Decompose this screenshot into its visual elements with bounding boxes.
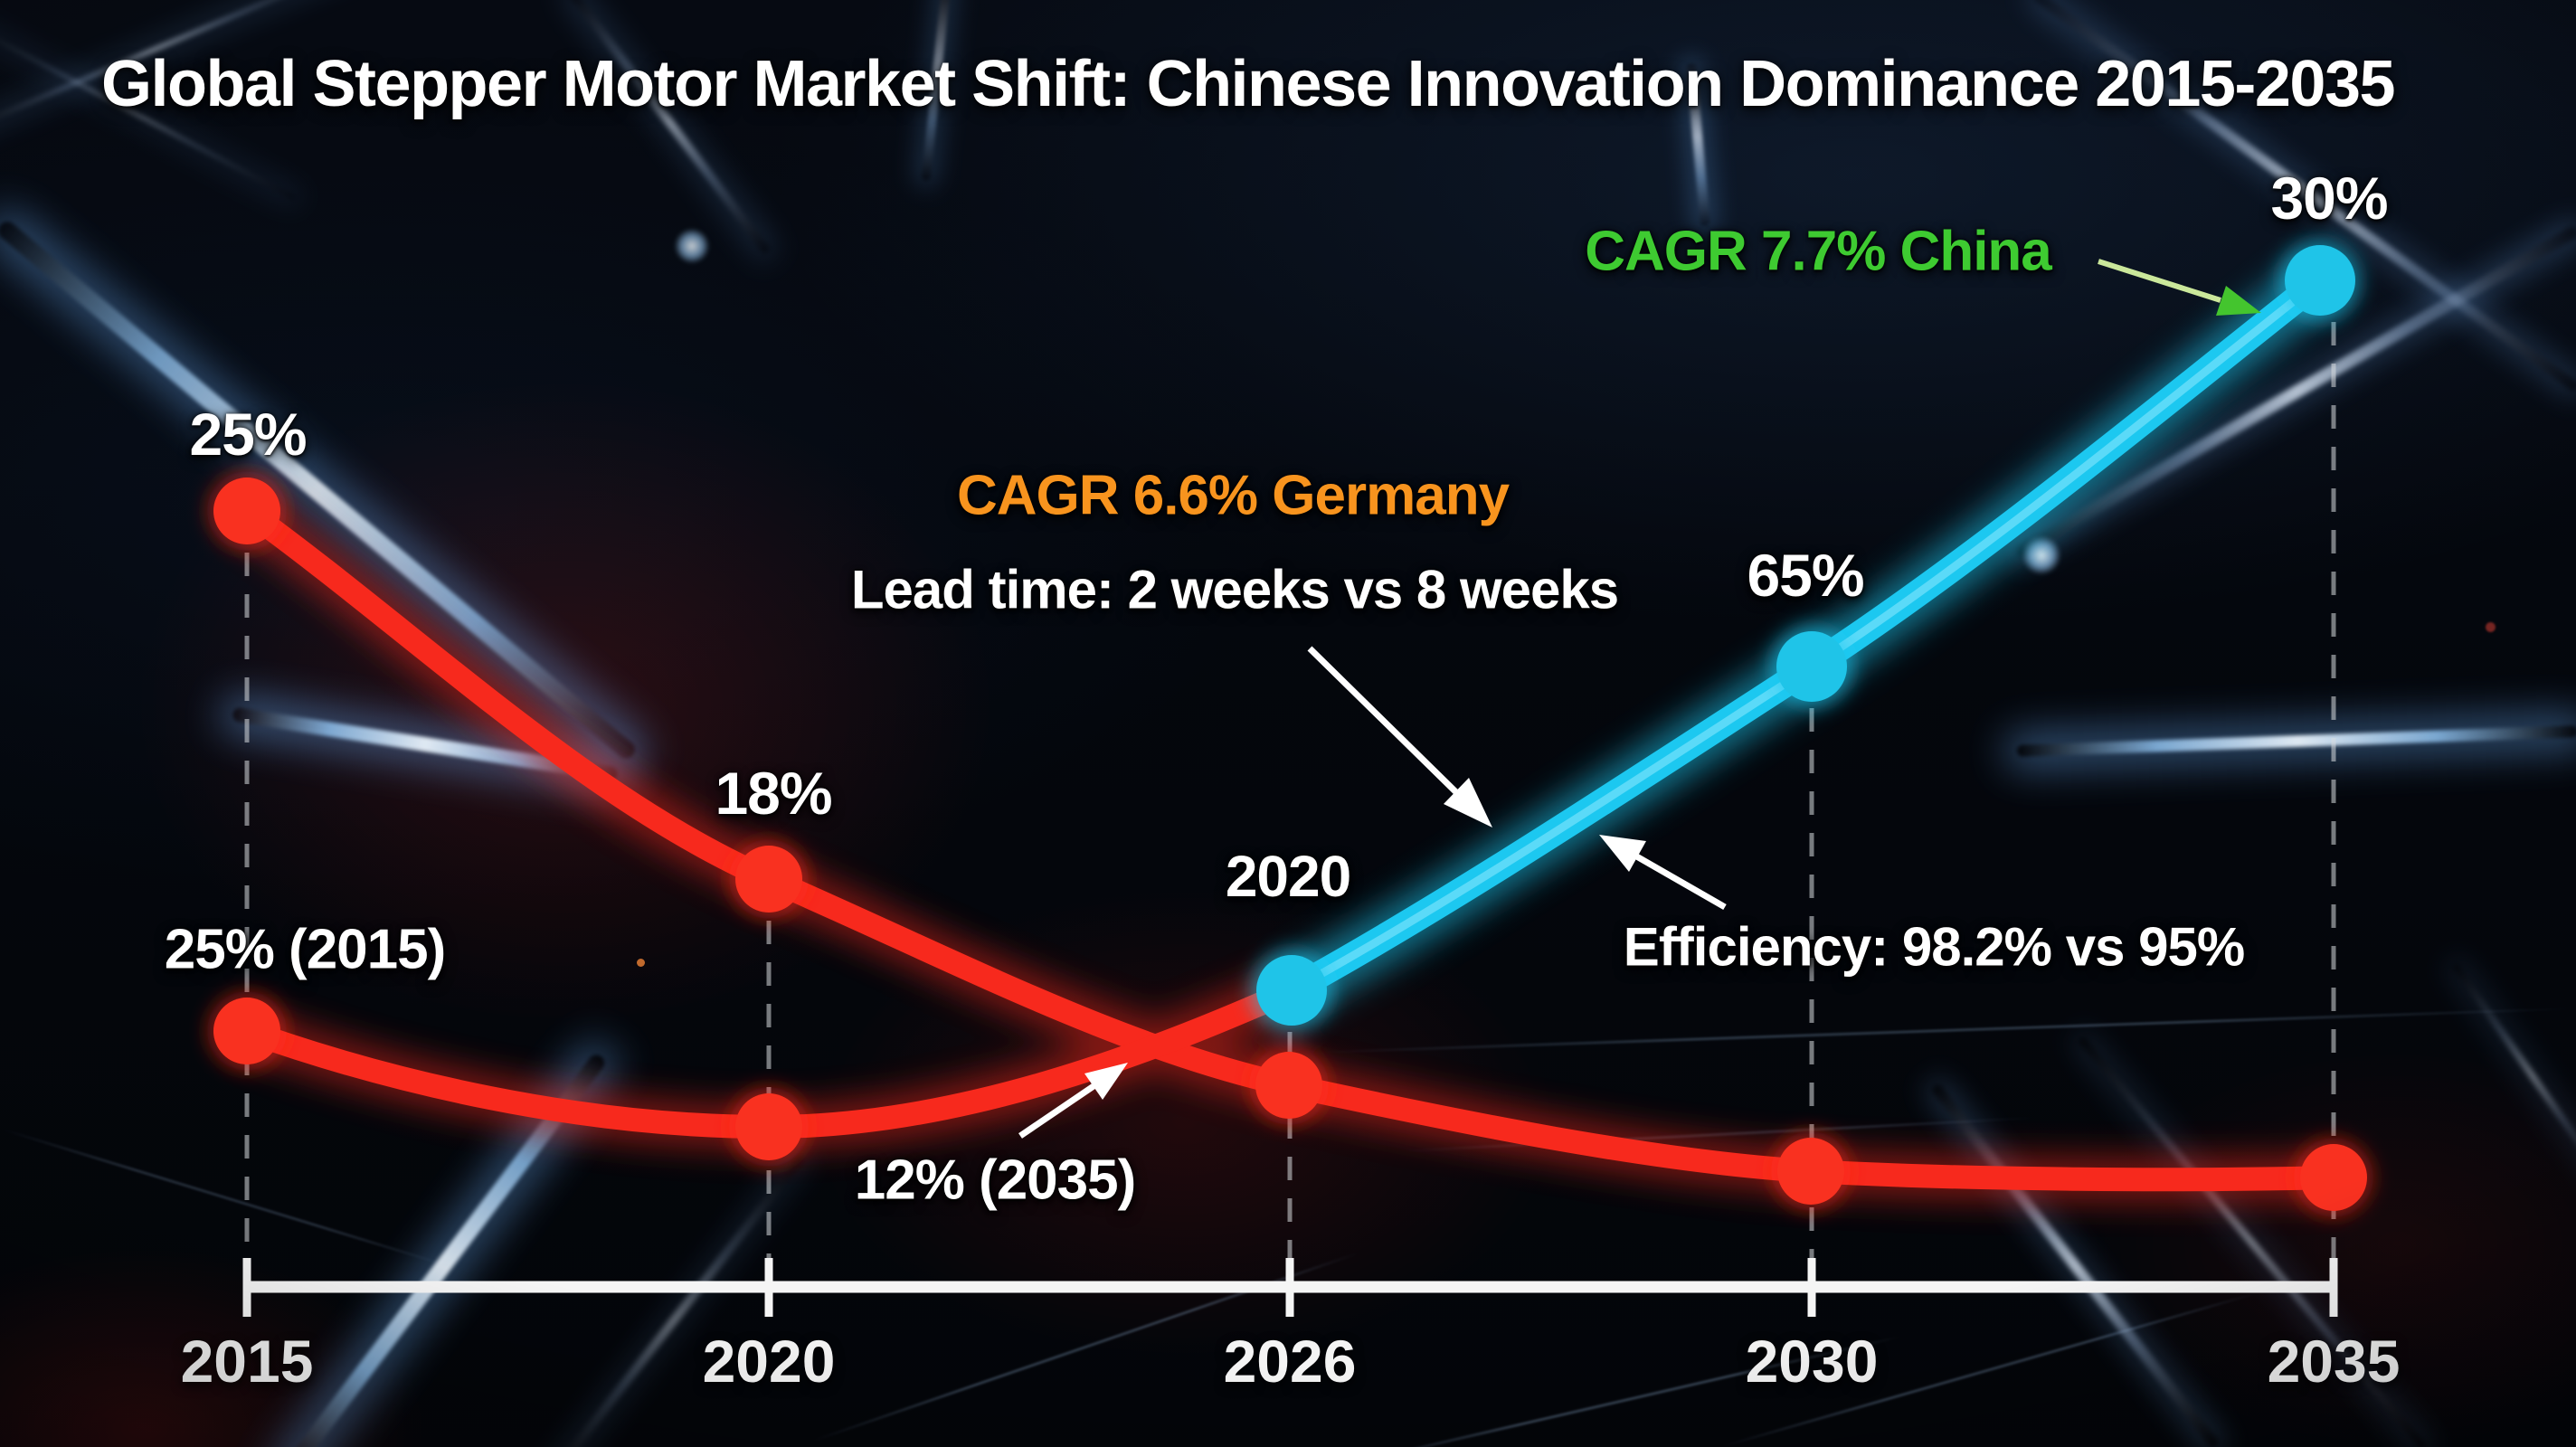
annotation-lead-time: Lead time: 2 weeks vs 8 weeks [850,559,1619,620]
leadtime-arrow [1307,646,1492,828]
point-label-25pct: 25% [189,401,307,468]
chart-title: Global Stepper Motor Market Shift: Chine… [101,48,2396,120]
x-tick-label-2026: 2026 [1223,1328,1357,1395]
x-tick-label-2015: 2015 [180,1328,314,1395]
x-axis [242,1258,2338,1317]
data-point-dot [1777,1138,1844,1205]
data-point-dot [213,478,280,544]
data-point-dot [735,846,802,913]
point-label-12pct-2035: 12% (2035) [854,1149,1137,1212]
x-tick-label-2020: 2020 [702,1328,836,1395]
china-cagr-arrow [2098,259,2261,316]
data-point-dot [1776,631,1847,702]
annotation-cagr-germany: CAGR 6.6% Germany [956,464,1510,527]
data-point-dot [2300,1144,2367,1211]
annotation-efficiency: Efficiency: 98.2% vs 95% [1623,916,2245,978]
annotation-cagr-china: CAGR 7.7% China [1585,220,2052,283]
x-tick-label-2030: 2030 [1745,1328,1879,1395]
data-point-dot [735,1093,802,1160]
efficiency-arrow [1599,835,1727,911]
point-label-2020: 2020 [1225,844,1351,909]
point-label-25pct-2015: 25% (2015) [164,918,447,981]
x-tick-label-2035: 2035 [2267,1328,2401,1395]
data-point-dot [1255,1052,1322,1119]
data-point-dot [213,998,280,1064]
point-label-65pct: 65% [1747,542,1864,609]
data-point-dot [2285,245,2355,316]
point-label-18pct: 18% [715,760,832,827]
point-label-30pct: 30% [2270,165,2388,232]
data-point-dot [1256,955,1327,1026]
